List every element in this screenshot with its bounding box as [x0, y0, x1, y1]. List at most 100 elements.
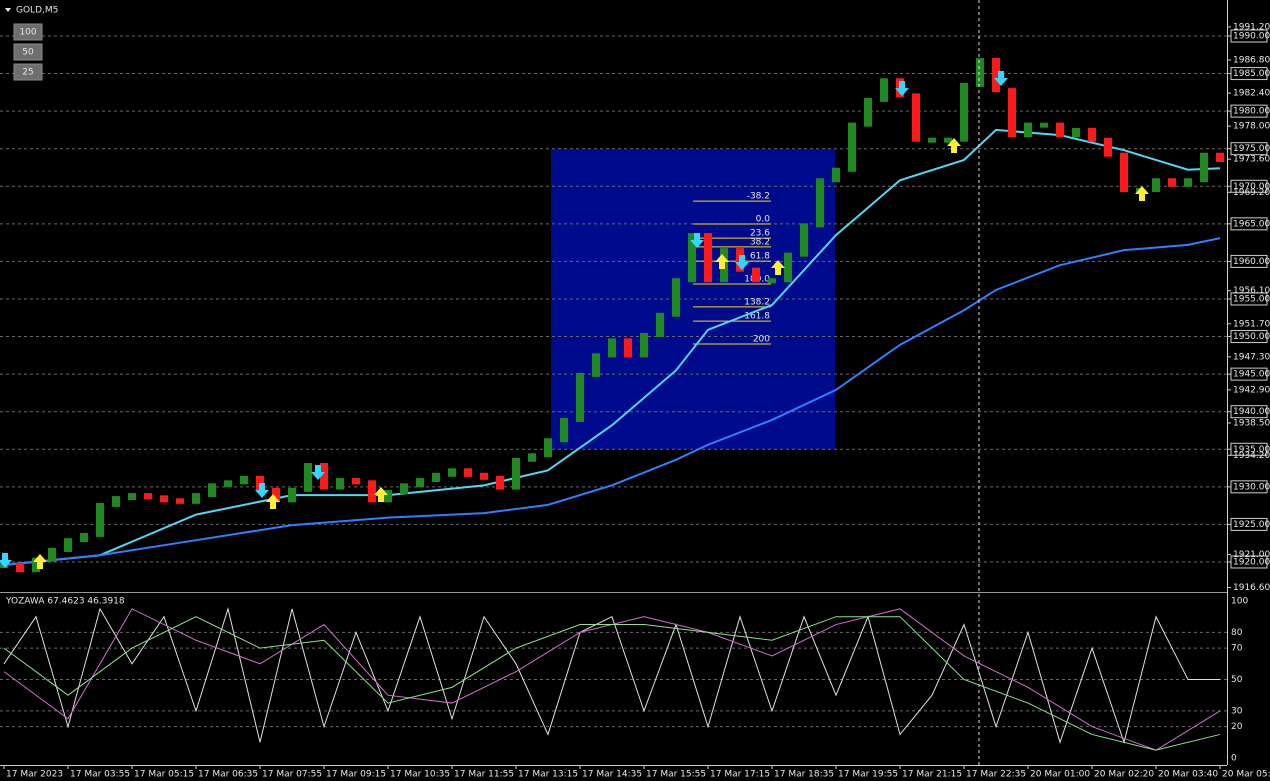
down-arrow [311, 465, 325, 480]
price-bar [288, 487, 296, 503]
price-bar [224, 480, 232, 488]
price-bar [48, 547, 56, 562]
y-tick-label: 1991.20 [1233, 22, 1270, 32]
indicator-label: YOZAWA 67.4623 46.3918 [5, 597, 125, 607]
price-bar [928, 137, 936, 143]
up-arrow [266, 494, 280, 509]
zoom-button-box[interactable] [13, 63, 43, 81]
y-tick-box [1230, 104, 1268, 118]
price-bar [816, 178, 824, 228]
x-tick-label: 17 Mar 11:55 [454, 770, 514, 780]
x-tick-label: 17 Mar 17:15 [710, 770, 770, 780]
oscillator-tick-label: 70 [1231, 644, 1243, 654]
price-bar [640, 333, 648, 358]
zoom-button-box[interactable] [13, 23, 43, 41]
price-bar [416, 478, 424, 488]
price-bar [976, 58, 984, 87]
down-arrow [735, 255, 749, 270]
zoom-button[interactable]: 100 [13, 23, 43, 41]
y-tick-label: 1973.60 [1233, 155, 1270, 165]
y-tick-label: 1975.00 [1233, 144, 1270, 154]
y-tick-label: 1920.00 [1233, 557, 1270, 567]
zoom-button-box[interactable] [13, 43, 43, 61]
price-bar [384, 490, 392, 503]
oscillator-tick-label: 20 [1231, 722, 1243, 732]
y-tick-label: 1934.20 [1233, 451, 1270, 461]
y-tick-box [1230, 254, 1268, 268]
y-tick-box [1230, 179, 1268, 193]
price-bar [496, 475, 504, 490]
down-arrow [690, 233, 704, 248]
oscillator-layer [0, 606, 1227, 751]
fib-level-label: 23.6 [750, 229, 770, 239]
x-tick-label: 17 Mar 06:35 [198, 770, 258, 780]
y-tick-label: 1965.00 [1233, 219, 1270, 229]
up-arrow [947, 138, 961, 153]
x-tick-label: 17 Mar 19:55 [838, 770, 898, 780]
y-tick-label: 1980.00 [1233, 107, 1270, 117]
x-tick-label: 17 Mar 09:15 [326, 770, 386, 780]
price-bar [688, 233, 696, 283]
y-tick-box [1230, 517, 1268, 531]
oscillator-tick-label: 100 [1231, 597, 1248, 607]
price-bar [1072, 127, 1080, 138]
y-tick-label: 1978.00 [1233, 122, 1270, 132]
y-tick-box [1230, 330, 1268, 344]
down-arrow [895, 81, 909, 96]
price-bar [768, 278, 776, 284]
price-bar [368, 480, 376, 503]
price-bar [464, 468, 472, 477]
y-tick-box [1230, 405, 1268, 419]
price-bar [32, 557, 40, 573]
down-arrows [0, 71, 1008, 568]
price-bar [880, 78, 888, 102]
y-tick-label: 1969.20 [1233, 188, 1270, 198]
y-tick-label: 1970.00 [1233, 182, 1270, 192]
price-bar [784, 252, 792, 283]
up-arrows [33, 138, 1149, 569]
y-tick-label: 1986.80 [1233, 56, 1270, 66]
y-tick-box [1230, 29, 1268, 43]
price-bar [848, 122, 856, 172]
zoom-button-label[interactable]: 25 [22, 68, 33, 78]
y-tick-label: 1990.00 [1233, 31, 1270, 41]
price-bar [672, 278, 680, 317]
zoom-button-label[interactable]: 100 [19, 28, 36, 38]
y-tick-box [1230, 480, 1268, 494]
price-bar [624, 338, 632, 358]
price-bar [144, 493, 152, 500]
price-bar [832, 167, 840, 183]
price-bar [1024, 122, 1032, 138]
price-bar [16, 562, 24, 573]
price-bar [1120, 152, 1128, 193]
x-tick-label: 17 Mar 14:35 [582, 770, 642, 780]
fib-level-label: 38.2 [750, 237, 770, 247]
x-tick-label: 17 Mar 05:15 [134, 770, 194, 780]
zoom-button[interactable]: 50 [13, 43, 43, 61]
price-bar [128, 493, 136, 501]
y-tick-label: 1951.70 [1233, 319, 1270, 329]
y-tick-label: 1938.50 [1233, 418, 1270, 428]
price-bar [240, 475, 248, 485]
oscillator-line [3, 606, 1220, 745]
down-arrow [255, 483, 269, 498]
y-tick-label: 1930.00 [1233, 482, 1270, 492]
price-bar [608, 338, 616, 358]
zoom-button[interactable]: 25 [13, 63, 43, 81]
price-bar [960, 82, 968, 142]
price-bar [864, 97, 872, 127]
price-bar [352, 478, 360, 485]
x-tick-label: 17 Mar 10:35 [390, 770, 450, 780]
fib-level-label: -38.2 [747, 192, 770, 202]
zoom-button-label[interactable]: 50 [22, 48, 34, 58]
price-bar [544, 438, 552, 458]
symbol-menu-icon[interactable] [5, 8, 11, 12]
x-tick-label: 20 Mar 02:20 [1094, 770, 1154, 780]
price-bar [176, 498, 184, 504]
y-tick-box [1230, 367, 1268, 381]
price-bar [944, 137, 952, 143]
price-bar [912, 93, 920, 142]
price-bar [1168, 178, 1176, 187]
oscillator-tick-label: 50 [1231, 675, 1243, 685]
